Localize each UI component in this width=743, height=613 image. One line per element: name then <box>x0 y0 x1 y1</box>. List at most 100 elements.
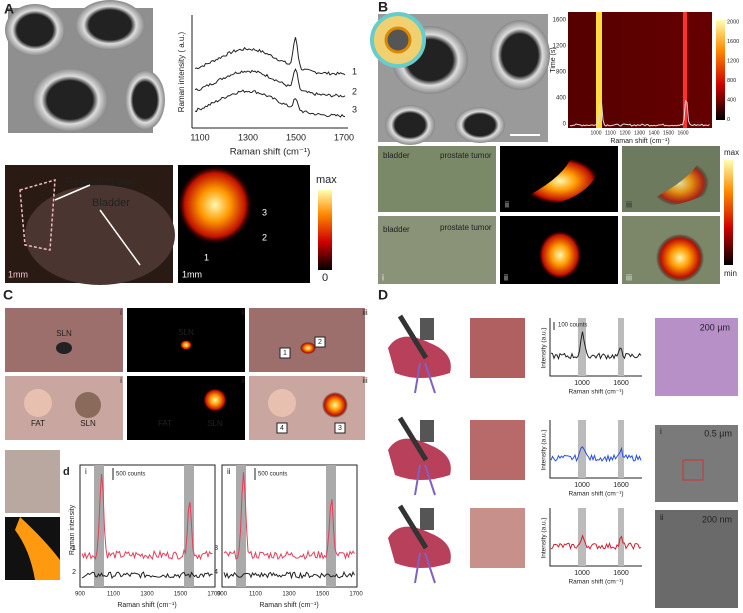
label: Raman intensity ( a.u.) <box>177 31 186 112</box>
label: 900 <box>75 592 86 598</box>
spectrum <box>550 331 642 361</box>
label: Raman shift (cm⁻¹) <box>568 579 623 586</box>
label: 1100 <box>605 130 616 136</box>
label: 1500 <box>663 130 674 136</box>
x-tick-label: 1500 <box>286 132 306 142</box>
peak-band <box>596 12 602 128</box>
curve-label: 2 <box>352 86 357 96</box>
label: i <box>382 272 384 282</box>
label: 1 <box>204 252 209 262</box>
organ <box>388 438 451 480</box>
label: 2 <box>318 339 322 346</box>
label: 400 <box>727 97 736 103</box>
label: 1mm <box>8 269 28 279</box>
bladder <box>25 185 175 285</box>
label: Time (s) <box>550 47 557 72</box>
label: 1300 <box>282 592 296 598</box>
vessels <box>414 552 436 584</box>
label: FAT <box>31 419 45 428</box>
spectrum <box>194 89 346 118</box>
label: 2 <box>262 232 267 242</box>
label: B <box>378 0 388 15</box>
label: Raman shift (cm⁻¹) <box>117 602 176 609</box>
label: 1 <box>283 350 287 357</box>
spectrum <box>569 99 710 127</box>
label: Raman shift (cm⁻¹) <box>230 147 311 158</box>
peak-band <box>683 12 687 128</box>
label: bladder <box>383 151 410 160</box>
label: 3 <box>214 545 218 552</box>
label: 800 <box>727 78 736 84</box>
label: 0.5 µm <box>704 428 732 438</box>
label: Intensity (a.u.) <box>541 327 548 368</box>
label: 1600 <box>613 570 629 577</box>
label: 1200 <box>619 130 630 136</box>
laser <box>397 416 429 462</box>
curve-label: 3 <box>352 104 357 114</box>
label: 100 counts <box>558 323 587 329</box>
label: i <box>85 467 87 476</box>
label: 800 <box>556 70 567 76</box>
band <box>326 465 336 587</box>
label: 1400 <box>648 130 659 136</box>
spectrum <box>194 67 346 98</box>
band <box>578 420 586 478</box>
spectrum <box>550 534 642 551</box>
label: min <box>724 269 737 278</box>
band <box>184 465 194 587</box>
label: 200 nm <box>702 514 732 524</box>
frame <box>221 464 358 588</box>
label: SLN <box>178 328 194 337</box>
x-tick-label: 1700 <box>334 132 354 142</box>
label: iii <box>362 376 368 385</box>
vessels <box>414 464 436 496</box>
label: 1100 <box>107 592 121 598</box>
axis-frame <box>549 420 642 479</box>
outline <box>19 178 56 251</box>
label: prostate tumor <box>440 151 492 160</box>
label: Raman shift (cm⁻¹) <box>259 602 318 609</box>
spectrum <box>81 473 213 561</box>
label: 200 µm <box>700 322 730 332</box>
label: 1000 <box>574 482 590 489</box>
images <box>470 318 738 608</box>
label: Raman shift (cm⁻¹) <box>568 389 623 396</box>
box <box>279 347 291 359</box>
label: Bladder <box>92 197 130 209</box>
label: prostate tumor <box>440 223 492 232</box>
box <box>276 422 288 434</box>
core <box>384 26 412 54</box>
spectrum <box>550 446 642 463</box>
label: Raman shift (cm⁻¹) <box>568 491 623 498</box>
label: max <box>316 174 337 186</box>
colorbar <box>318 190 332 270</box>
colorbar <box>724 160 733 265</box>
label: ii <box>227 467 231 476</box>
label: 1600 <box>553 18 567 24</box>
label: i <box>120 376 122 385</box>
organ <box>388 526 451 568</box>
label: 2 <box>72 569 76 576</box>
label: d <box>63 466 70 478</box>
label: D <box>378 287 388 303</box>
label: 1000 <box>590 130 601 136</box>
signal <box>177 165 253 245</box>
label: 400 <box>556 96 567 102</box>
label: 0 <box>563 122 567 128</box>
spectrum <box>81 571 213 580</box>
label: iii <box>362 308 368 317</box>
probe <box>420 420 434 442</box>
vessels <box>414 362 436 394</box>
label: Raman intensity <box>69 504 76 555</box>
label: 1200 <box>727 58 739 64</box>
label: 1500 <box>316 592 330 598</box>
label: i <box>660 427 662 436</box>
label: 1300 <box>140 592 154 598</box>
label: ii <box>505 199 509 209</box>
label: Intensity (a.u.) <box>541 517 548 558</box>
pores <box>5 0 165 132</box>
laser <box>397 504 429 550</box>
label: 1600 <box>613 380 629 387</box>
label: SLN <box>207 419 223 428</box>
